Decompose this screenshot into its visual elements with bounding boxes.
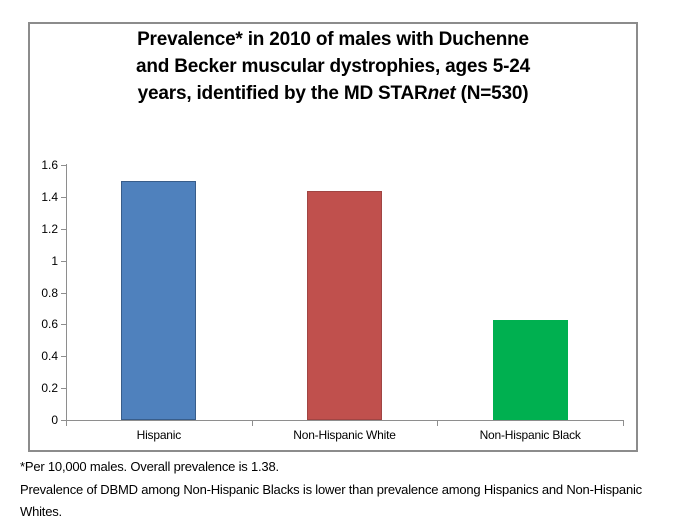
- x-axis-tick: [66, 420, 67, 426]
- y-axis-tick-label: 1.2: [41, 221, 58, 236]
- x-axis-category-label: Non-Hispanic White: [293, 428, 396, 442]
- y-axis-tick: [61, 196, 66, 198]
- y-axis-tick: [61, 165, 66, 166]
- bar-non-hispanic-black: [492, 319, 568, 420]
- y-axis-tick: [61, 228, 66, 230]
- y-axis-tick-label: 0.4: [41, 349, 58, 364]
- y-axis-tick: [61, 324, 66, 326]
- x-axis-tick: [623, 420, 624, 426]
- chart-title: Prevalence* in 2010 of males with Duchen…: [48, 26, 618, 107]
- y-axis-tick: [61, 356, 66, 358]
- chart-title-line3-italic: net: [427, 83, 456, 104]
- chart-title-line2: and Becker muscular dystrophies, ages 5-…: [136, 56, 530, 77]
- footnote-line1: *Per 10,000 males. Overall prevalence is…: [20, 459, 279, 474]
- y-axis-tick: [61, 388, 66, 390]
- chart-title-line3-suffix: (N=530): [455, 83, 529, 104]
- footnote-line3: Whites.: [20, 504, 62, 519]
- y-axis-tick-label: 0.2: [41, 381, 58, 396]
- y-axis-tick: [61, 260, 66, 262]
- x-axis-line: [66, 420, 624, 421]
- bar-non-hispanic-white: [307, 190, 382, 420]
- y-axis-tick: [61, 292, 66, 294]
- y-axis-tick-label: 1.6: [41, 158, 58, 172]
- y-axis-tick-label: 1: [51, 253, 58, 268]
- chart-title-line1: Prevalence* in 2010 of males with Duchen…: [137, 29, 529, 50]
- y-axis-line: [66, 164, 67, 421]
- chart-title-line3: years, identified by the MD STARnet (N=5…: [48, 80, 618, 107]
- y-axis-tick-label: 1.4: [41, 189, 58, 204]
- y-axis-tick: [61, 420, 66, 421]
- x-axis-tick: [437, 420, 439, 426]
- x-axis-tick: [251, 420, 253, 426]
- x-axis-category-label: Hispanic: [136, 428, 182, 442]
- x-axis-category-label: Non-Hispanic Black: [479, 428, 581, 442]
- y-axis-tick-label: 0.8: [41, 285, 58, 300]
- bar-hispanic: [121, 180, 197, 420]
- chart-title-line3-prefix: years, identified by the MD STAR: [137, 83, 428, 104]
- y-axis-tick-label: 0: [51, 413, 58, 427]
- footnotes: *Per 10,000 males. Overall prevalence is…: [20, 456, 688, 524]
- y-axis-tick-label: 0.6: [41, 317, 58, 332]
- footnote-line2: Prevalence of DBMD among Non-Hispanic Bl…: [20, 481, 642, 497]
